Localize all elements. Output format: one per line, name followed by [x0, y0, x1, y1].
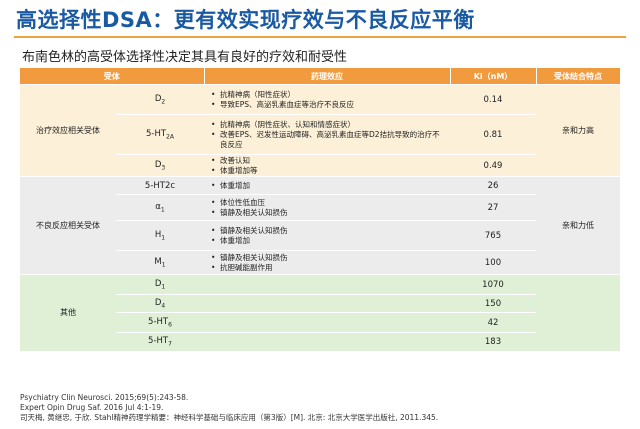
- table-row: 5-HT2A抗精神病（阴性症状、认知和情感症状）改善EPS、迟发性运动障碍、高泌…: [20, 114, 620, 155]
- receptor-group-label: 治疗效应相关受体: [20, 84, 116, 177]
- effect-item: 体重增加: [208, 236, 446, 246]
- effect-item: 体重增加等: [208, 166, 446, 176]
- page-title: 高选择性DSA：更有效实现疗效与不良反应平衡: [16, 8, 475, 32]
- receptor-base: H: [154, 229, 162, 240]
- reference-item: Expert Opin Drug Saf. 2016 Jul 4:1-19.: [20, 403, 164, 412]
- binding-characteristic: 亲和力低: [536, 176, 620, 275]
- receptor-group-label: 不良反应相关受体: [20, 176, 116, 275]
- receptor-name: α1: [116, 194, 204, 221]
- effect-item: 镇静及相关认知损伤: [208, 253, 446, 263]
- ki-value: 0.49: [450, 154, 536, 177]
- receptor-base: 5-HT2c: [144, 180, 176, 191]
- pharmacological-effects: 镇静及相关认知损伤抗胆碱能副作用: [204, 250, 450, 275]
- ki-value: 183: [450, 332, 536, 351]
- receptor-name: D2: [116, 84, 204, 115]
- receptor-subscript: 1: [161, 261, 166, 269]
- receptor-subscript: 6: [168, 321, 172, 329]
- table-row: H1镇静及相关认知损伤体重增加765: [20, 220, 620, 251]
- receptor-base: α: [155, 201, 161, 212]
- effect-item: 镇静及相关认知损伤: [208, 208, 446, 218]
- receptor-subscript: 2A: [166, 133, 174, 141]
- receptor-subscript: 7: [168, 340, 172, 348]
- table-row: 治疗效应相关受体D2抗精神病（阳性症状）导致EPS、高泌乳素血症等治疗不良反应0…: [20, 84, 620, 177]
- pharmacological-effects: 抗精神病（阳性症状）导致EPS、高泌乳素血症等治疗不良反应: [204, 84, 450, 115]
- receptor-name: 5-HT2A: [116, 114, 204, 155]
- effect-item: 抗胆碱能副作用: [208, 263, 446, 273]
- receptor-subscript: 2: [161, 98, 166, 106]
- header-effect: 药理效应: [204, 68, 451, 85]
- binding-characteristic: 亲和力高: [536, 84, 620, 177]
- receptor-base: 5-HT: [148, 335, 169, 346]
- pharmacological-effects: 抗精神病（阴性症状、认知和情感症状）改善EPS、迟发性运动障碍、高泌乳素血症等D…: [204, 114, 450, 155]
- header-ki: Ki（nM）: [450, 68, 537, 85]
- receptor-subscript: 1: [160, 206, 165, 214]
- header-receptor: 受体: [20, 68, 205, 85]
- pharmacological-effects: 体位性低血压镇静及相关认知损伤: [204, 194, 450, 221]
- receptor-subscript: 1: [161, 234, 166, 242]
- reference-item: Psychiatry Clin Neurosci. 2015;69(5):243…: [20, 393, 189, 402]
- receptor-name: H1: [116, 220, 204, 251]
- page-subtitle: 布南色林的高受体选择性决定其具有良好的疗效和耐受性: [22, 50, 348, 65]
- pharmacological-effects: [204, 294, 450, 313]
- receptor-name: D1: [116, 274, 204, 295]
- ki-value: 42: [450, 312, 536, 333]
- receptor-name: D3: [116, 154, 204, 177]
- pharmacological-effects: [204, 332, 450, 351]
- table-row: D4 150: [20, 294, 620, 313]
- receptor-name: M1: [116, 250, 204, 275]
- receptor-subscript: 1: [161, 283, 166, 291]
- ki-value: 27: [450, 194, 536, 221]
- pharmacological-effects: 改善认知体重增加等: [204, 154, 450, 177]
- table-header-row: 受体 药理效应 Ki（nM） 受体结合特点: [20, 68, 621, 85]
- header-binding: 受体结合特点: [536, 68, 621, 85]
- ki-value: 0.81: [450, 114, 536, 155]
- receptor-base: 5-HT: [148, 316, 169, 327]
- ki-value: 100: [450, 250, 536, 275]
- effect-item: 改善EPS、迟发性运动障碍、高泌乳素血症等D2拮抗导致的治疗不良反应: [208, 130, 446, 150]
- ki-value: 0.14: [450, 84, 536, 115]
- table-body: 治疗效应相关受体D2抗精神病（阳性症状）导致EPS、高泌乳素血症等治疗不良反应0…: [20, 84, 620, 351]
- reference-item: 司天梅, 黄继忠, 于欣. Stahl精神药理学精要：神经科学基础与临床应用（第…: [20, 413, 439, 422]
- receptor-table: 受体 药理效应 Ki（nM） 受体结合特点 治疗效应相关受体D2抗精神病（阳性症…: [20, 68, 621, 351]
- effect-item: 抗精神病（阳性症状）: [208, 90, 446, 100]
- receptor-name: D4: [116, 294, 204, 313]
- effect-item: 改善认知: [208, 156, 446, 166]
- effect-item: 导致EPS、高泌乳素血症等治疗不良反应: [208, 100, 446, 110]
- effect-item: 体重增加: [208, 181, 446, 191]
- receptor-name: 5-HT2c: [116, 176, 204, 195]
- receptor-group-label: 其他: [20, 274, 116, 351]
- receptor-subscript: 4: [161, 302, 166, 310]
- table-row: M1镇静及相关认知损伤抗胆碱能副作用100: [20, 250, 620, 275]
- pharmacological-effects: 体重增加: [204, 176, 450, 195]
- references: Psychiatry Clin Neurosci. 2015;69(5):243…: [20, 393, 438, 423]
- ki-value: 26: [450, 176, 536, 195]
- receptor-subscript: 3: [161, 164, 166, 172]
- effect-item: 抗精神病（阴性症状、认知和情感症状）: [208, 120, 446, 130]
- pharmacological-effects: 镇静及相关认知损伤体重增加: [204, 220, 450, 251]
- receptor-base: D: [154, 278, 162, 289]
- title-divider: [14, 36, 626, 38]
- table-row: 其他 D1 1070: [20, 274, 620, 351]
- ki-value: 150: [450, 294, 536, 313]
- pharmacological-effects: [204, 312, 450, 333]
- receptor-base: D: [154, 297, 162, 308]
- table-row: D3改善认知体重增加等0.49: [20, 154, 620, 177]
- table-row: α1体位性低血压镇静及相关认知损伤27: [20, 194, 620, 221]
- table-row: 5-HT6 42: [20, 312, 620, 333]
- effect-item: 镇静及相关认知损伤: [208, 226, 446, 236]
- table-row: 5-HT7 183: [20, 332, 620, 351]
- receptor-base: D: [154, 159, 162, 170]
- effect-item: 体位性低血压: [208, 198, 446, 208]
- ki-value: 1070: [450, 274, 536, 295]
- receptor-name: 5-HT6: [116, 312, 204, 333]
- pharmacological-effects: [204, 274, 450, 295]
- receptor-name: 5-HT7: [116, 332, 204, 351]
- receptor-base: D: [154, 93, 162, 104]
- ki-value: 765: [450, 220, 536, 251]
- binding-characteristic: [536, 274, 620, 351]
- receptor-base: 5-HT: [146, 128, 167, 139]
- receptor-base: M: [154, 256, 162, 267]
